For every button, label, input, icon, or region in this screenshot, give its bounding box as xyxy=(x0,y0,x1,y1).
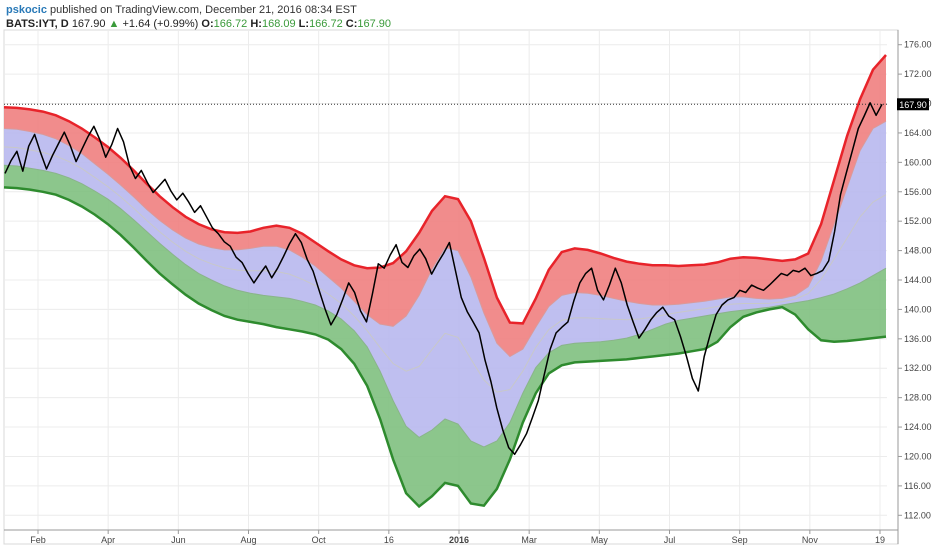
y-tick-label: 172.00 xyxy=(904,69,932,79)
x-tick-label: Sep xyxy=(732,535,748,545)
change-text: +1.64 (+0.99%) xyxy=(122,18,199,30)
x-tick-label: May xyxy=(591,535,609,545)
y-tick-label: 156.00 xyxy=(904,187,932,197)
price-line xyxy=(4,102,883,456)
y-tick-label: 140.00 xyxy=(904,304,932,314)
publish-info: published on TradingView.com, December 2… xyxy=(50,4,357,16)
close-label: C: xyxy=(345,18,358,30)
y-tick-label: 136.00 xyxy=(904,334,932,344)
x-tick-label: Apr xyxy=(101,535,115,545)
y-tick-label: 160.00 xyxy=(904,157,932,167)
up-arrow-icon: ▲ xyxy=(108,18,120,30)
bands xyxy=(3,54,887,509)
author-link[interactable]: pskocic xyxy=(6,4,47,16)
y-tick-label: 176.00 xyxy=(904,40,932,50)
x-tick-label: 2016 xyxy=(449,535,469,545)
last-price-badge xyxy=(897,98,929,111)
y-tick-label: 120.00 xyxy=(904,451,932,461)
low-label: L: xyxy=(298,18,310,30)
last-price-text: 167.90 xyxy=(71,18,106,30)
x-tick-label: Oct xyxy=(312,535,327,545)
close-value: 167.90 xyxy=(357,18,392,30)
publish-header: pskocic published on TradingView.com, De… xyxy=(6,3,357,17)
last-price-label: 167.90 xyxy=(899,100,927,110)
open-value: 166.72 xyxy=(213,18,248,30)
x-tick-label: 16 xyxy=(384,535,394,545)
open-label: O: xyxy=(201,18,214,30)
x-tick-label: Aug xyxy=(240,535,256,545)
x-axis: Feb Apr Jun Aug Oct 16 2016 Mar May Jul Sep Nov 19 xyxy=(4,529,898,545)
symbol-legend: BATS:IYT, D 167.90 ▲ +1.64 (+0.99%) O:16… xyxy=(6,17,391,31)
high-value: 168.09 xyxy=(261,18,296,30)
y-tick-label: 164.00 xyxy=(904,128,932,138)
y-tick-label: 144.00 xyxy=(904,275,932,285)
lower-band-line xyxy=(3,186,887,509)
y-tick-label: 116.00 xyxy=(904,481,931,491)
low-value: 166.72 xyxy=(309,18,343,30)
y-tick-label: 128.00 xyxy=(904,393,932,403)
high-label: H: xyxy=(250,18,262,30)
x-tick-label: Jul xyxy=(664,535,676,545)
y-tick-label: 148.00 xyxy=(904,246,932,256)
x-tick-label: Feb xyxy=(30,535,46,545)
mid-lower-line xyxy=(3,164,887,448)
y-tick-label: 152.00 xyxy=(904,216,932,226)
x-tick-label: Nov xyxy=(802,535,819,545)
basis-line xyxy=(3,146,887,393)
symbol-name[interactable]: BATS:IYT, D xyxy=(6,18,69,30)
x-tick-label: Mar xyxy=(521,535,537,545)
y-tick-label: 132.00 xyxy=(904,363,932,373)
x-tick-label: 19 xyxy=(875,535,885,545)
x-tick-label: Jun xyxy=(171,535,186,545)
y-tick-label: 124.00 xyxy=(904,422,932,432)
mid-upper-line xyxy=(3,120,887,358)
y-tick-label: 112.00 xyxy=(904,510,931,520)
upper-band-fill xyxy=(4,55,886,357)
middle-band-fill xyxy=(4,121,886,447)
last-price-marker: 167.90 xyxy=(4,98,929,111)
price-series xyxy=(4,102,883,456)
